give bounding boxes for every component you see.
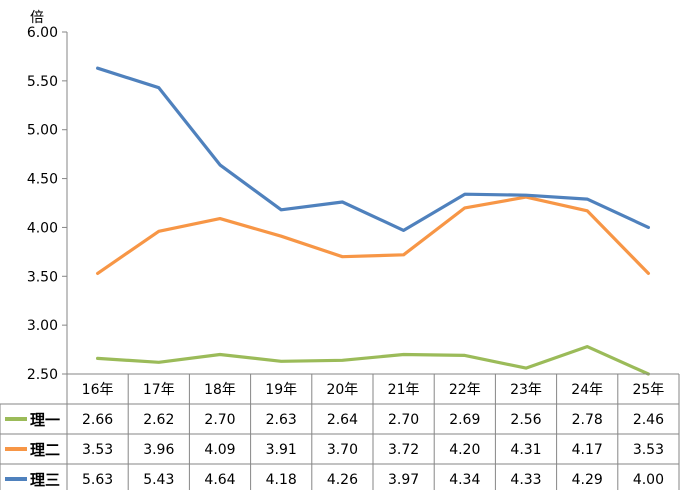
series-line-3 <box>95 66 651 232</box>
y-tick-label: 3.50 <box>27 269 58 285</box>
category-label: 23年 <box>510 382 542 398</box>
category-label: 18年 <box>204 382 236 398</box>
data-label: 4.64 <box>204 472 235 488</box>
data-label: 4.20 <box>449 442 480 458</box>
unit-label: 倍 <box>30 10 44 26</box>
data-label: 2.78 <box>572 412 603 428</box>
series-name: 理一 <box>30 411 60 429</box>
data-label: 3.96 <box>143 442 174 458</box>
series-name: 理二 <box>30 441 60 459</box>
data-label: 2.63 <box>266 412 297 428</box>
data-label: 4.31 <box>510 442 541 458</box>
y-tick-label: 5.50 <box>27 74 58 90</box>
category-label: 20年 <box>326 382 358 398</box>
data-label: 4.34 <box>449 472 480 488</box>
data-label: 2.66 <box>82 412 113 428</box>
data-label: 4.33 <box>510 472 541 488</box>
y-tick-label: 2.50 <box>27 367 58 383</box>
category-label: 17年 <box>143 382 175 398</box>
y-tick-label: 4.50 <box>27 172 58 188</box>
data-label: 5.63 <box>82 472 113 488</box>
plot-area <box>95 66 651 376</box>
y-tick-label: 6.00 <box>27 25 58 41</box>
data-label: 4.18 <box>266 472 297 488</box>
category-label: 16年 <box>82 382 114 398</box>
data-label: 2.62 <box>143 412 174 428</box>
data-label: 3.91 <box>266 442 297 458</box>
data-label: 2.69 <box>449 412 480 428</box>
data-label: 4.00 <box>633 472 664 488</box>
series-line-2 <box>95 195 651 275</box>
data-label: 5.43 <box>143 472 174 488</box>
data-label: 3.70 <box>327 442 358 458</box>
category-label: 22年 <box>449 382 481 398</box>
data-label: 2.70 <box>204 412 235 428</box>
data-label: 4.09 <box>204 442 235 458</box>
data-label: 3.53 <box>82 442 113 458</box>
series-line-1 <box>95 345 651 376</box>
series-name: 理三 <box>30 471 60 489</box>
data-label: 4.29 <box>572 472 603 488</box>
category-label: 25年 <box>632 382 664 398</box>
data-label: 4.26 <box>327 472 358 488</box>
category-label: 19年 <box>265 382 297 398</box>
y-tick-label: 3.00 <box>27 318 58 334</box>
data-label: 3.53 <box>633 442 664 458</box>
y-axis: 2.50 3.00 3.50 4.00 4.50 5.00 5.50 6.00 <box>27 25 68 383</box>
data-label: 2.64 <box>327 412 358 428</box>
y-tick-label: 5.00 <box>27 123 58 139</box>
data-label: 2.46 <box>633 412 664 428</box>
category-label: 21年 <box>388 382 420 398</box>
data-label: 3.97 <box>388 472 419 488</box>
category-label: 24年 <box>571 382 603 398</box>
data-label: 4.17 <box>572 442 603 458</box>
data-label: 2.56 <box>510 412 541 428</box>
y-tick-label: 4.00 <box>27 220 58 236</box>
data-label: 3.72 <box>388 442 419 458</box>
data-label: 2.70 <box>388 412 419 428</box>
